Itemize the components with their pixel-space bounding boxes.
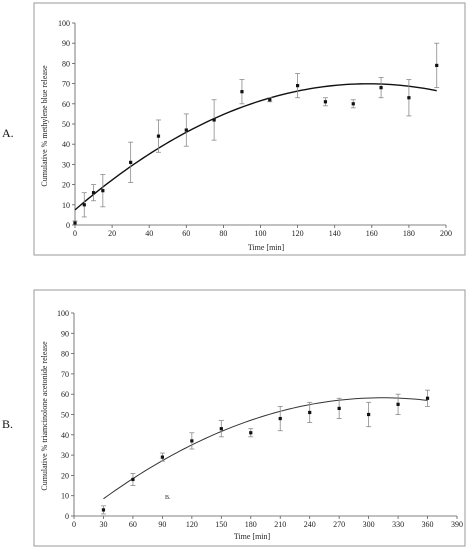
chart-a-data-point (296, 84, 300, 88)
chart-a-data-point (268, 98, 272, 102)
chart-b: B. B. Cumulative % triamcinolone acetoni… (2, 289, 466, 547)
chart-b-data-point (131, 477, 135, 482)
chart-b-frame (33, 289, 466, 547)
chart-a-data-point (156, 134, 161, 138)
chart-b-x-tick-label: 390 (451, 520, 463, 529)
chart-b-data-point (249, 431, 253, 435)
chart-b-x-tick-label: 330 (392, 520, 404, 529)
chart-b-panel-label: B. (2, 417, 13, 431)
chart-b-x-axis-label: Time [min] (234, 532, 271, 541)
chart-a-data-point (240, 90, 244, 94)
chart-b-y-tick-label: 0 (65, 512, 69, 521)
chart-a-data-point (379, 86, 383, 90)
chart-b-y-tick-label: 60 (61, 390, 69, 399)
chart-a-data-point (129, 160, 133, 164)
chart-a-data-point (82, 203, 86, 207)
chart-b-data-point (425, 396, 430, 400)
chart-a-x-tick-label: 0 (73, 229, 77, 238)
chart-b-data-point (367, 412, 371, 417)
chart-b-y-axis-label: Cumulative % triamcinolone acetonide rel… (40, 341, 49, 491)
chart-a-data-point (101, 189, 105, 193)
chart-b-x-tick-label: 150 (215, 520, 227, 529)
chart-b-y-tick-label: 100 (57, 309, 69, 318)
chart-a-y-tick-label: 100 (58, 19, 70, 28)
chart-a-x-tick-label: 60 (182, 229, 190, 238)
chart-a-y-tick-label: 80 (62, 59, 70, 68)
chart-a-data-point (435, 63, 439, 68)
chart-a-x-tick-label: 100 (255, 229, 267, 238)
chart-a-x-tick-label: 180 (403, 229, 415, 238)
chart-b-x-tick-label: 210 (274, 520, 286, 529)
chart-b-data-point (337, 406, 341, 411)
chart-b-y-tick-label: 40 (61, 431, 69, 440)
chart-a-x-tick-label: 140 (329, 229, 341, 238)
chart-a-x-tick-label: 20 (108, 229, 116, 238)
chart-b-y-tick-label: 80 (61, 350, 69, 359)
chart-a-y-tick-label: 40 (62, 140, 70, 149)
chart-b-x-tick-label: 270 (333, 520, 345, 529)
chart-a-data-point (323, 100, 328, 104)
chart-a-y-tick-label: 30 (62, 160, 70, 169)
chart-a-data-point (184, 128, 188, 132)
chart-a-trendline (74, 83, 437, 211)
chart-a-frame (33, 2, 466, 256)
chart-a-x-tick-label: 80 (219, 229, 227, 238)
chart-a-y-tick-label: 90 (62, 39, 70, 48)
chart-b-y-tick-label: 20 (61, 471, 69, 480)
chart-a-y-axis-label: Cumulative % methylene blue release (40, 65, 49, 187)
chart-a-data-point (212, 118, 216, 122)
chart-b-x-tick-label: 0 (72, 520, 76, 529)
chart-b-x-tick-label: 360 (422, 520, 434, 529)
chart-b-y-tick-label: 50 (61, 411, 69, 420)
chart-b-trendline (103, 397, 428, 500)
chart-b-data-point (160, 455, 164, 459)
chart-b-x-tick-label: 120 (186, 520, 198, 529)
chart-a-y-tick-label: 60 (62, 100, 70, 109)
chart-a-x-axis-label: Time [min] (248, 243, 285, 252)
chart-a-y-tick-label: 0 (66, 221, 70, 230)
chart-b-x-tick-label: 240 (304, 520, 316, 529)
chart-a: A. Cumulative % methylene blue release T… (2, 2, 466, 256)
chart-a-data-point (73, 221, 77, 225)
chart-b-data-point (101, 508, 106, 512)
chart-a-y-tick-label: 70 (62, 80, 70, 89)
chart-b-data-point (278, 416, 282, 421)
chart-a-data-point (351, 102, 355, 106)
chart-a-data-point (91, 191, 96, 195)
chart-a-x-tick-label: 40 (145, 229, 153, 238)
chart-b-x-tick-label: 90 (158, 520, 166, 529)
chart-a-data-point (407, 96, 411, 100)
chart-b-y-tick-label: 10 (61, 492, 69, 501)
chart-b-x-tick-label: 300 (363, 520, 375, 529)
chart-b-inner-note: B. (165, 495, 171, 501)
chart-a-y-tick-label: 50 (62, 120, 70, 129)
chart-a-x-tick-label: 160 (366, 229, 378, 238)
chart-b-y-tick-label: 30 (61, 451, 69, 460)
chart-b-data-point (396, 402, 400, 406)
chart-b-data-point (308, 410, 312, 415)
chart-b-y-tick-label: 70 (61, 370, 69, 379)
chart-b-data-point (219, 427, 223, 431)
chart-a-x-tick-label: 120 (292, 229, 304, 238)
chart-a-x-tick-label: 200 (440, 229, 452, 238)
chart-a-y-tick-label: 20 (62, 181, 70, 190)
chart-b-x-tick-label: 60 (129, 520, 137, 529)
chart-b-x-tick-label: 30 (99, 520, 107, 529)
chart-a-y-tick-label: 10 (62, 201, 70, 210)
chart-a-panel-label: A. (2, 126, 14, 140)
chart-b-y-tick-label: 90 (61, 329, 69, 338)
chart-b-x-tick-label: 180 (245, 520, 257, 529)
chart-b-data-point (190, 439, 194, 443)
